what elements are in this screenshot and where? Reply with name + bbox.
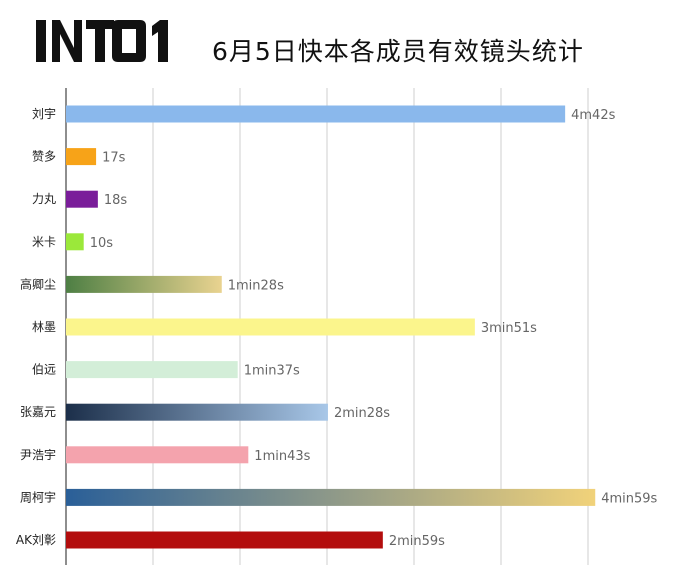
category-label-3: 米卡 [32,235,56,249]
value-label-3: 10s [90,236,114,251]
bar-3 [66,233,84,251]
bars [66,105,596,549]
bar-4 [66,275,222,293]
value-label-10: 2min59s [389,534,445,549]
category-label-1: 赞多 [32,150,56,164]
bar-7 [66,403,328,421]
category-label-5: 林墨 [32,320,56,334]
value-label-0: 4m42s [571,108,615,123]
bar-6 [66,361,238,379]
value-label-4: 1min28s [228,278,284,293]
bar-9 [66,488,596,506]
category-label-6: 伯远 [32,362,56,377]
bar-5 [66,318,475,336]
bar-10 [66,531,383,549]
category-label-7: 张嘉元 [20,405,56,419]
bar-2 [66,190,98,208]
into1-logo [36,20,168,62]
value-label-9: 4min59s [601,491,657,506]
bar-8 [66,446,249,464]
value-label-6: 1min37s [244,364,300,379]
category-label-8: 尹浩宇 [20,448,56,462]
category-label-0: 刘宇 [32,107,56,121]
value-label-8: 1min43s [254,449,310,464]
value-label-7: 2min28s [334,406,390,421]
value-label-5: 3min51s [481,321,537,336]
category-label-10: AK刘彰 [16,532,56,547]
bar-1 [66,148,97,166]
value-label-1: 17s [102,151,126,166]
category-label-9: 周柯宇 [20,490,56,504]
category-label-2: 力丸 [32,192,56,206]
chart-title: 6月5日快本各成员有效镜头统计 [212,37,584,66]
labels: 刘宇 4m42s 赞多 17s 力丸 18s 米卡 10s 高卿尘 1min28s 林墨 3min51… [16,107,658,549]
bar-0 [66,105,566,123]
category-label-4: 高卿尘 [20,276,56,291]
value-label-2: 18s [104,193,128,208]
